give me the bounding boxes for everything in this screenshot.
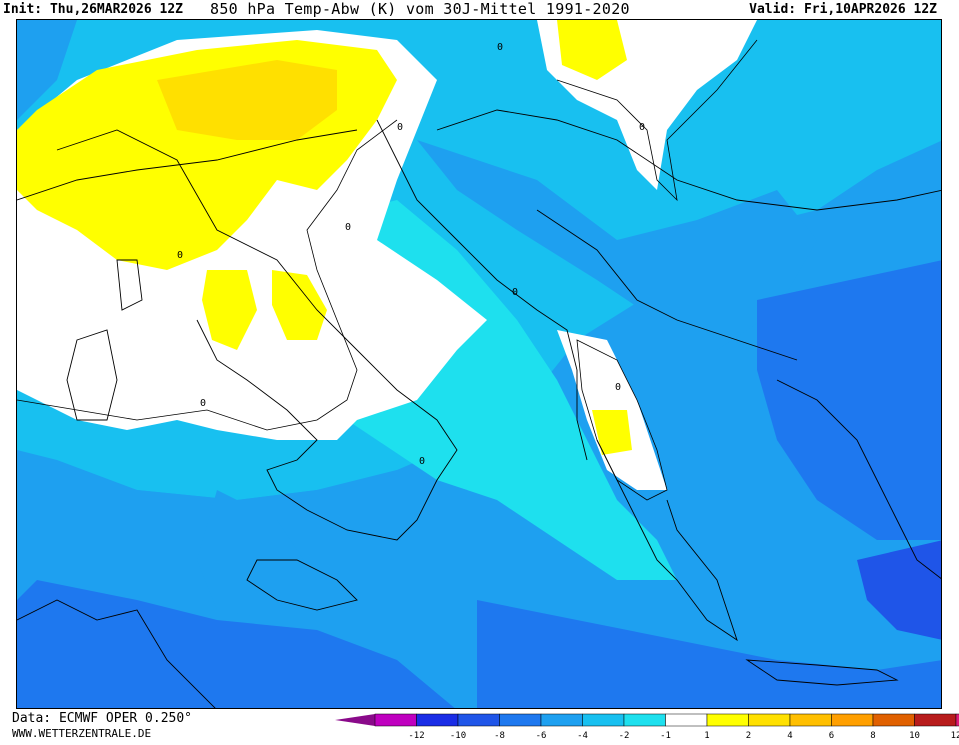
legend-swatch <box>416 713 459 727</box>
legend-tick-label: 12 <box>951 731 959 741</box>
anomaly-map: 0 0 0 0 0 0 0 0 0 <box>16 19 942 709</box>
legend-swatch <box>706 713 749 727</box>
coastline-sardinia <box>66 329 118 421</box>
coastlines <box>17 109 941 708</box>
contour-label: 0 <box>497 42 503 53</box>
init-time: Init: Thu,26MAR2026 12Z <box>3 2 184 17</box>
legend-swatch <box>623 713 666 727</box>
region-gold-alps <box>157 60 337 140</box>
legend-tick-label: -4 <box>577 731 588 741</box>
legend-tick-label: 1 <box>704 731 709 741</box>
website-credit: WWW.WETTERZENTRALE.DE <box>12 727 152 740</box>
legend-swatch <box>872 713 915 727</box>
legend-cap-low <box>335 714 375 726</box>
border-alps <box>17 129 358 201</box>
legend-swatch <box>665 713 708 727</box>
coastline-adriatic-east <box>376 119 588 461</box>
coastline-greece <box>596 439 738 642</box>
zero-contour-north <box>17 119 398 431</box>
contour-label: 0 <box>639 122 645 133</box>
contour-label: 0 <box>177 250 183 261</box>
contour-label: 0 <box>345 222 351 233</box>
contour-labels: 0 0 0 0 0 0 0 0 0 <box>177 42 645 467</box>
anomaly-field <box>17 20 941 708</box>
contour-label: 0 <box>419 456 425 467</box>
region-deepblue-lower-east <box>477 600 941 708</box>
coastline-italy <box>56 129 458 541</box>
legend-swatch <box>540 713 583 727</box>
region-darkest-blue-se <box>857 540 941 640</box>
legend-tick-label: 2 <box>746 731 751 741</box>
border-balkans <box>436 109 941 211</box>
region-deepblue-south <box>17 580 455 708</box>
legend-swatch <box>955 713 959 727</box>
chart-header: Init: Thu,26MAR2026 12Z 850 hPa Temp-Abw… <box>0 0 959 19</box>
region-blue-central <box>417 140 817 350</box>
legend-svg: -12 -10 -8 -6 -4 -2 -1 1 2 4 6 8 10 12 <box>335 713 959 741</box>
coastline-corsica <box>116 259 143 311</box>
region-yellow-italy <box>202 270 257 350</box>
legend-swatch <box>582 713 625 727</box>
legend-tick-label: -8 <box>494 731 505 741</box>
legend-swatch <box>499 713 542 727</box>
legend-tick-label: -1 <box>660 731 671 741</box>
region-yellow-italy-2 <box>272 270 327 340</box>
region-deepblue-east <box>757 260 941 540</box>
legend-swatch <box>748 713 791 727</box>
color-legend: -12 -10 -8 -6 -4 -2 -1 1 2 4 6 8 10 12 <box>330 712 959 741</box>
legend-tick-label: -2 <box>619 731 630 741</box>
legend-tick-label: 8 <box>870 731 875 741</box>
data-source: Data: ECMWF OPER 0.250° <box>12 711 193 726</box>
coastline-turkey <box>776 379 941 580</box>
legend-tick-label: 4 <box>787 731 792 741</box>
border-balkans-2 <box>536 209 798 361</box>
legend-swatch <box>914 713 957 727</box>
legend-swatch <box>457 713 500 727</box>
legend-tick-label: 6 <box>829 731 834 741</box>
region-blue-nw-corner <box>17 20 77 120</box>
legend-swatch <box>374 713 417 727</box>
anomaly-map-svg: 0 0 0 0 0 0 0 0 0 <box>17 20 941 708</box>
legend-tick-label: -6 <box>536 731 547 741</box>
zero-contours <box>17 39 758 501</box>
chart-title: 850 hPa Temp-Abw (K) vom 30J-Mittel 1991… <box>210 0 630 18</box>
coastline-north-africa <box>17 599 216 708</box>
coastline-sicily <box>246 559 358 611</box>
valid-time: Valid: Fri,10APR2026 12Z <box>749 2 937 17</box>
legend-tick-label: 10 <box>909 731 920 741</box>
zero-contour-ne <box>556 39 758 202</box>
region-yellow-ne <box>557 20 627 80</box>
contour-label: 0 <box>512 287 518 298</box>
legend-swatch <box>789 713 832 727</box>
legend-tick-label: -12 <box>408 731 424 741</box>
coastline-crete <box>745 659 899 686</box>
legend-tick-label: -10 <box>450 731 466 741</box>
contour-label: 0 <box>615 382 621 393</box>
zero-contour-balkans <box>576 339 668 501</box>
contour-label: 0 <box>200 398 206 409</box>
region-blue-tyrrhenian <box>197 490 317 620</box>
legend-swatch <box>831 713 874 727</box>
contour-label: 0 <box>397 122 403 133</box>
region-yellow-greece <box>592 410 632 455</box>
